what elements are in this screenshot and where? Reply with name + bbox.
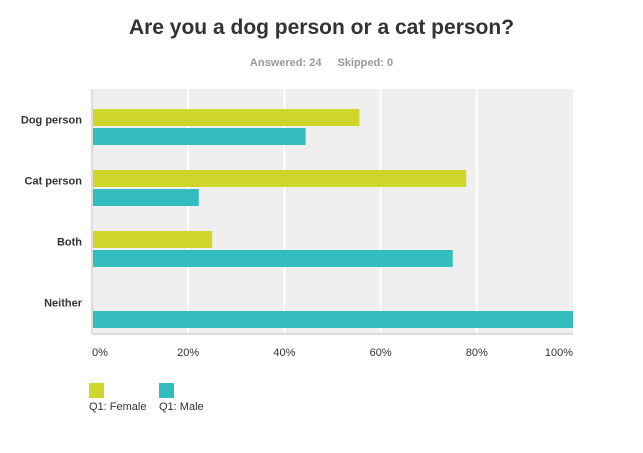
- category-label: Cat person: [25, 176, 83, 188]
- bar-female: [93, 109, 360, 126]
- chart-title: Are you a dog person or a cat person?: [128, 16, 515, 39]
- skipped-count: Skipped: 0: [337, 57, 394, 69]
- category-label: Neither: [44, 298, 83, 310]
- bar-female: [93, 170, 467, 187]
- bar-female: [93, 231, 213, 248]
- legend-label: Q1: Male: [159, 401, 204, 413]
- legend-label: Q1: Female: [89, 401, 147, 413]
- category-label: Both: [57, 237, 82, 249]
- x-tick-label: 40%: [273, 347, 295, 359]
- x-tick-label: 20%: [177, 347, 199, 359]
- legend-male: Q1: Male: [159, 383, 204, 413]
- x-tick-label: 0%: [92, 347, 108, 359]
- x-tick-label: 60%: [370, 347, 392, 359]
- bar-male: [93, 128, 306, 145]
- answered-count: Answered: 24: [249, 57, 322, 69]
- category-label: Dog person: [21, 115, 82, 127]
- bar-male: [93, 311, 573, 328]
- x-tick-label: 100%: [545, 347, 573, 359]
- legend-female: Q1: Female: [89, 383, 146, 413]
- response-summary: Answered: 24 Skipped: 0: [0, 57, 643, 69]
- x-tick-label: 80%: [466, 347, 488, 359]
- legend-swatch-female: [89, 383, 104, 398]
- legend-swatch-male: [159, 383, 174, 398]
- bar-male: [93, 250, 453, 267]
- bar-male: [93, 189, 199, 206]
